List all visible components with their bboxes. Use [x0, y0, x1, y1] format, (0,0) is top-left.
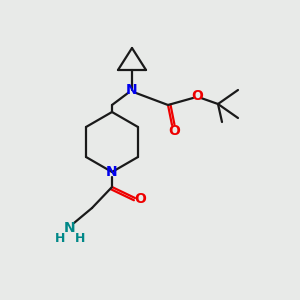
Text: O: O: [168, 124, 180, 138]
Text: O: O: [134, 192, 146, 206]
Text: N: N: [126, 83, 138, 97]
Text: H: H: [75, 232, 85, 244]
Text: O: O: [191, 89, 203, 103]
Text: H: H: [55, 232, 65, 244]
Text: N: N: [64, 221, 76, 235]
Text: N: N: [106, 165, 118, 179]
